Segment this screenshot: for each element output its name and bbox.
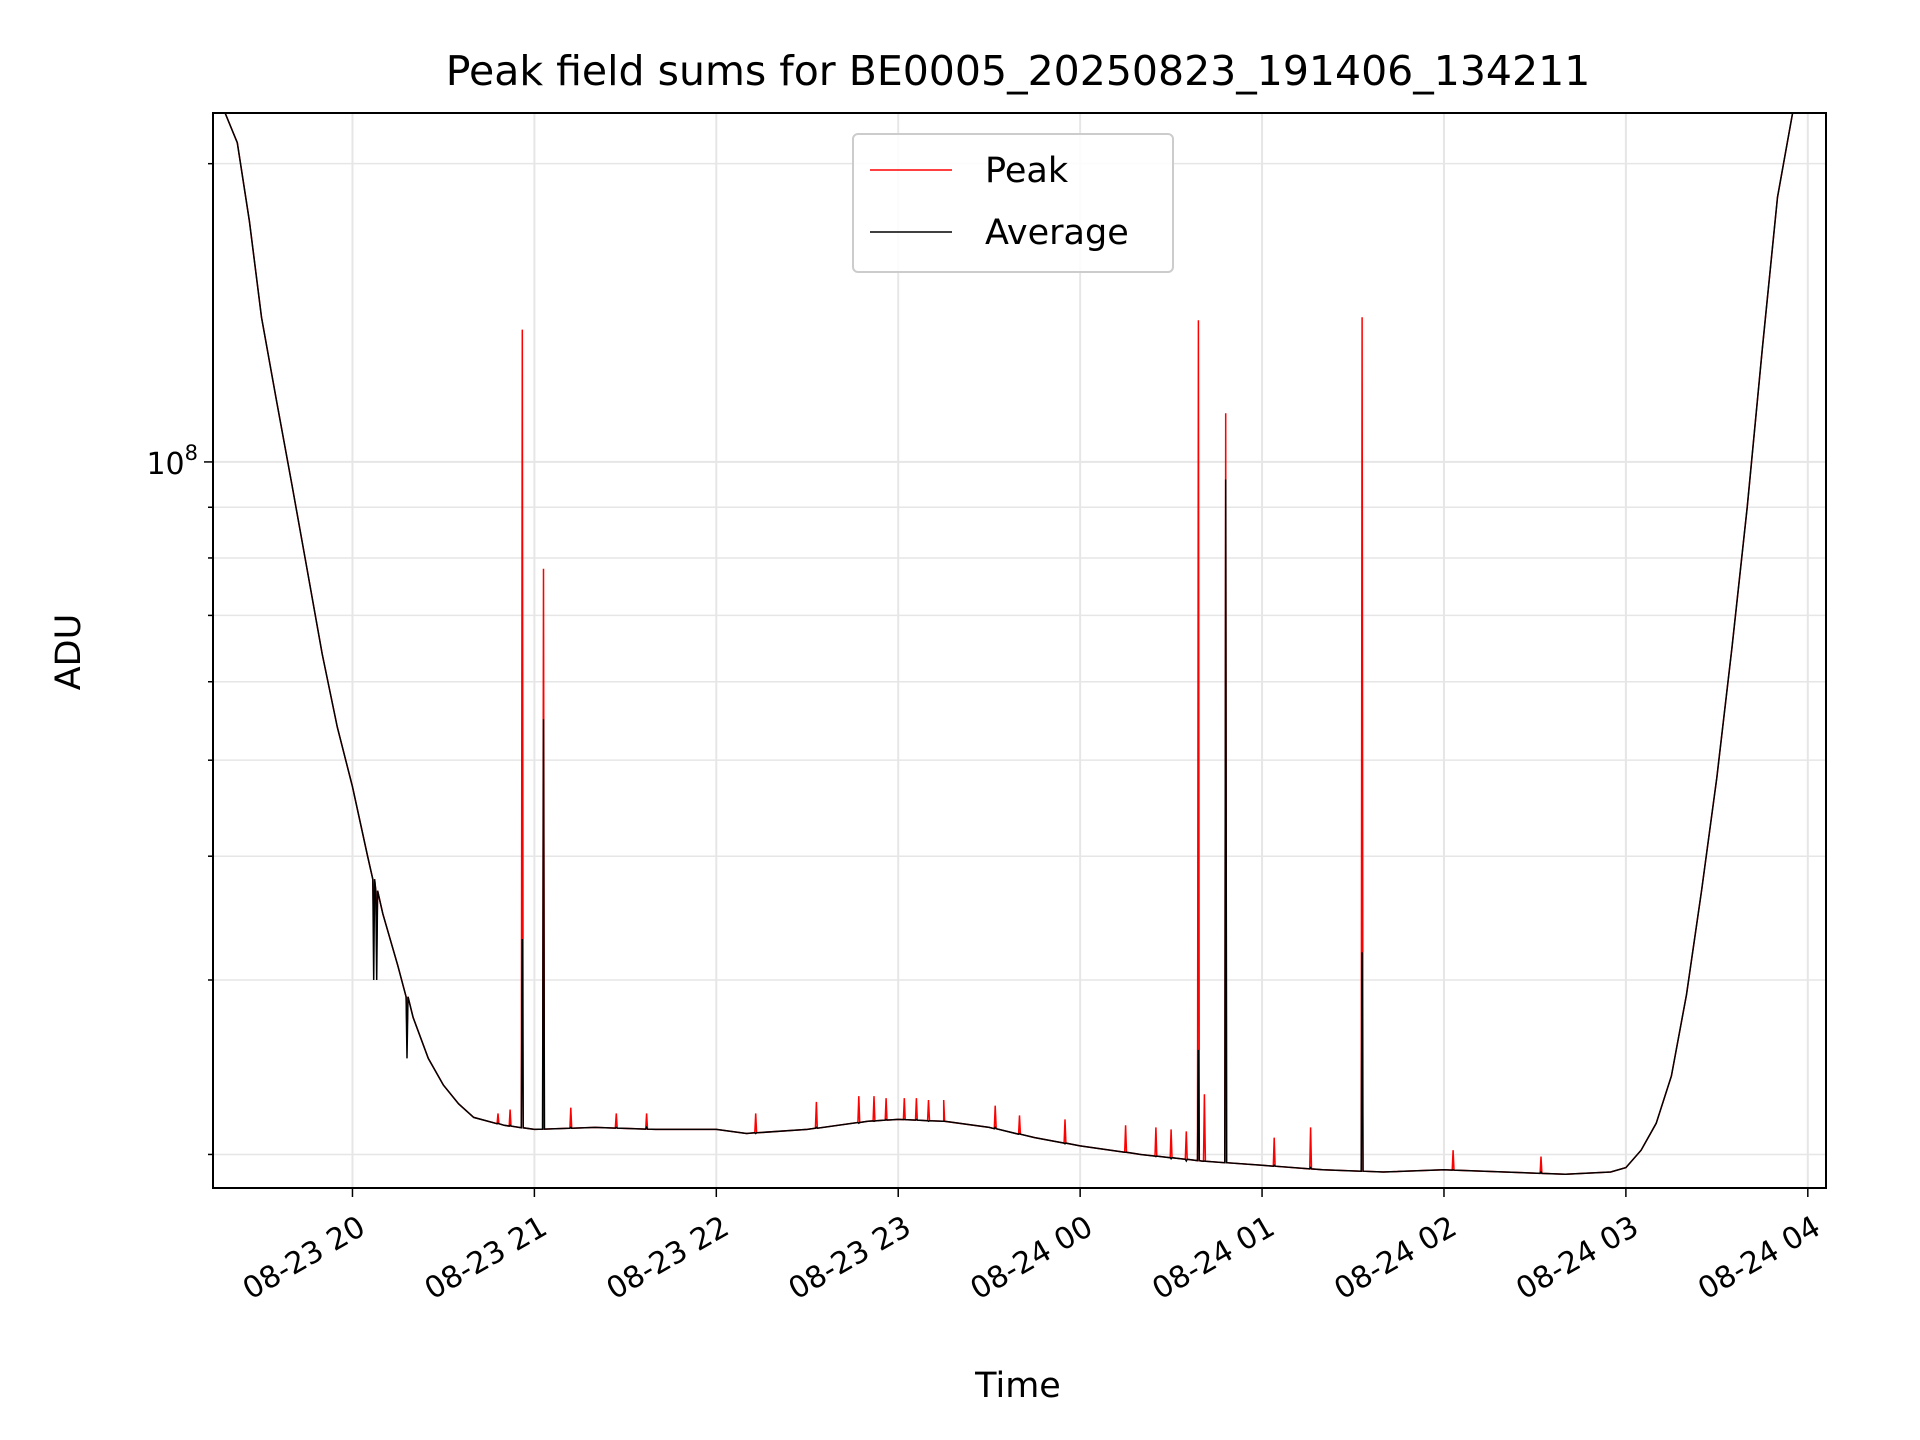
plot-frame <box>212 112 1827 1189</box>
y-tick-label: 108 <box>146 441 198 482</box>
legend-box <box>852 133 1174 273</box>
series-line-average <box>213 112 1826 1176</box>
grid <box>213 113 1826 1188</box>
x-axis-label: Time <box>974 1366 1061 1406</box>
chart-title: Peak field sums for BE0005_20250823_1914… <box>446 47 1591 95</box>
legend-label-peak: Peak <box>985 151 1069 191</box>
legend: Peak Average <box>852 133 1174 273</box>
plot-area <box>213 112 1826 1176</box>
y-axis-label: ADU <box>49 614 89 691</box>
legend-label-average: Average <box>985 213 1129 253</box>
